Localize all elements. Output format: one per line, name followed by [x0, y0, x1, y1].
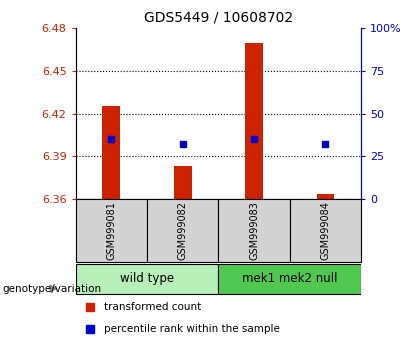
Text: GSM999083: GSM999083: [249, 201, 259, 260]
Text: transformed count: transformed count: [104, 302, 202, 312]
Text: GSM999084: GSM999084: [320, 201, 331, 260]
Bar: [102, 107, 120, 199]
Text: wild type: wild type: [120, 272, 174, 285]
Bar: [245, 42, 263, 199]
Text: genotype/variation: genotype/variation: [2, 284, 101, 293]
Text: mek1 mek2 null: mek1 mek2 null: [242, 272, 338, 285]
Bar: [218, 199, 290, 262]
Bar: [76, 199, 147, 262]
Title: GDS5449 / 10608702: GDS5449 / 10608702: [144, 10, 293, 24]
Text: percentile rank within the sample: percentile rank within the sample: [104, 324, 280, 334]
Bar: [290, 199, 361, 262]
Text: GSM999082: GSM999082: [178, 201, 188, 260]
Bar: [174, 166, 192, 199]
Bar: [317, 194, 334, 199]
Text: GSM999081: GSM999081: [106, 201, 116, 260]
Bar: [76, 264, 218, 294]
Bar: [147, 199, 218, 262]
Bar: [218, 264, 361, 294]
